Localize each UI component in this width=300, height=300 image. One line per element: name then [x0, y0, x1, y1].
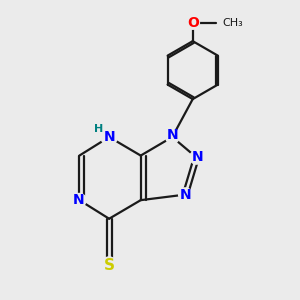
Text: H: H [94, 124, 104, 134]
Circle shape [101, 129, 117, 145]
Text: O: O [187, 16, 199, 30]
Circle shape [178, 188, 192, 201]
Text: N: N [191, 150, 203, 164]
Text: N: N [167, 128, 178, 142]
Circle shape [101, 257, 117, 273]
Text: N: N [180, 188, 192, 202]
Text: N: N [73, 193, 85, 207]
Circle shape [166, 130, 179, 144]
Text: N: N [103, 130, 115, 144]
Circle shape [73, 194, 86, 207]
Circle shape [186, 16, 200, 29]
Text: CH₃: CH₃ [222, 18, 243, 28]
Text: S: S [103, 258, 115, 273]
Circle shape [190, 151, 203, 164]
